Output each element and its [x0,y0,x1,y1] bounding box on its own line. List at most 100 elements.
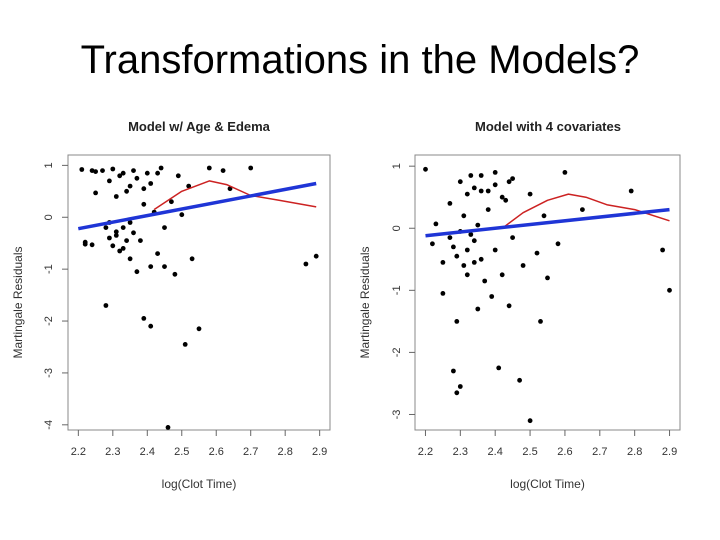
x-tick-label: 2.6 [209,446,224,458]
data-point [124,238,129,244]
x-tick-label: 2.2 [71,446,86,458]
data-point [113,194,119,199]
data-point [451,244,456,250]
data-point [457,179,463,185]
y-tick-label: 0 [391,225,403,231]
y-tick-label: -3 [43,368,55,378]
data-point [482,278,488,284]
y-tick-label: -2 [43,316,55,326]
data-point [144,170,150,176]
data-point [110,243,116,249]
data-point [499,272,505,278]
x-tick-label: 2.4 [140,446,155,458]
data-point [189,256,195,262]
data-point [162,264,167,269]
data-point [478,173,484,178]
data-point [120,225,126,231]
data-point [464,272,470,278]
data-point [499,194,505,200]
data-point [464,247,470,253]
linear-fit-line [77,181,317,231]
data-point [93,190,98,196]
data-point [510,176,515,182]
linear-fit-line [425,207,670,238]
data-point [172,271,178,277]
y-axis-label: Martingale Residuals [11,246,25,358]
y-tick-label: -1 [391,285,403,295]
data-point [138,238,143,244]
x-tick-label: 2.3 [453,446,468,458]
data-point [506,303,512,309]
data-point [162,225,167,231]
data-point [454,253,460,259]
data-point [196,326,202,332]
data-point [527,191,533,197]
data-point [433,221,439,227]
data-point [100,168,105,174]
chart-title: Model w/ Age & Edema [128,119,271,134]
x-tick-label: 2.5 [522,446,537,458]
data-point [103,225,109,231]
data-point [423,166,428,172]
x-tick-label: 2.7 [592,446,607,458]
data-point [134,175,140,181]
data-point [451,368,456,374]
data-point [113,233,119,238]
data-point [506,179,512,185]
data-point [120,170,126,176]
data-point [478,256,484,262]
y-tick-label: -1 [43,264,55,274]
data-point [496,365,502,371]
smooth-fit-line [501,193,670,229]
data-point [179,212,185,218]
data-point [461,213,467,219]
y-tick-label: 1 [391,163,403,169]
data-point [538,319,543,324]
x-axis-label: log(Clot Time) [162,477,237,491]
data-point [492,182,498,188]
data-point [562,170,568,175]
data-point [158,165,164,171]
data-point [131,230,136,236]
data-point [468,173,474,178]
data-point [517,377,522,383]
data-point [175,173,181,179]
data-point [182,342,188,347]
data-point [117,173,123,179]
data-point [131,168,136,174]
data-point [117,248,123,254]
data-point [471,238,477,244]
data-point [127,256,133,262]
data-point [134,269,140,275]
data-point [555,241,561,247]
data-point [471,185,477,191]
data-point [545,275,550,281]
x-tick-label: 2.8 [278,446,293,458]
x-tick-label: 2.9 [312,446,327,458]
chart-title: Model with 4 covariates [475,119,621,134]
x-tick-label: 2.3 [105,446,120,458]
data-point [503,197,509,203]
data-point [492,247,498,253]
data-point [667,287,672,293]
data-point [520,263,526,268]
x-tick-label: 2.8 [627,446,642,458]
data-point [107,235,112,241]
x-tick-label: 2.7 [243,446,258,458]
slide-title: Transformations in the Models? [80,38,640,82]
data-point [430,241,435,247]
data-point [120,246,126,251]
data-point [113,229,119,235]
y-tick-label: 0 [43,214,55,220]
data-point [485,207,491,213]
data-point [534,250,540,256]
data-point [141,316,147,321]
data-point [541,213,547,219]
data-point [248,165,254,171]
data-point [141,201,147,207]
data-point [471,260,477,265]
x-axis-label: log(Clot Time) [510,477,585,491]
y-tick-label: -4 [43,420,55,430]
data-point [440,291,446,296]
